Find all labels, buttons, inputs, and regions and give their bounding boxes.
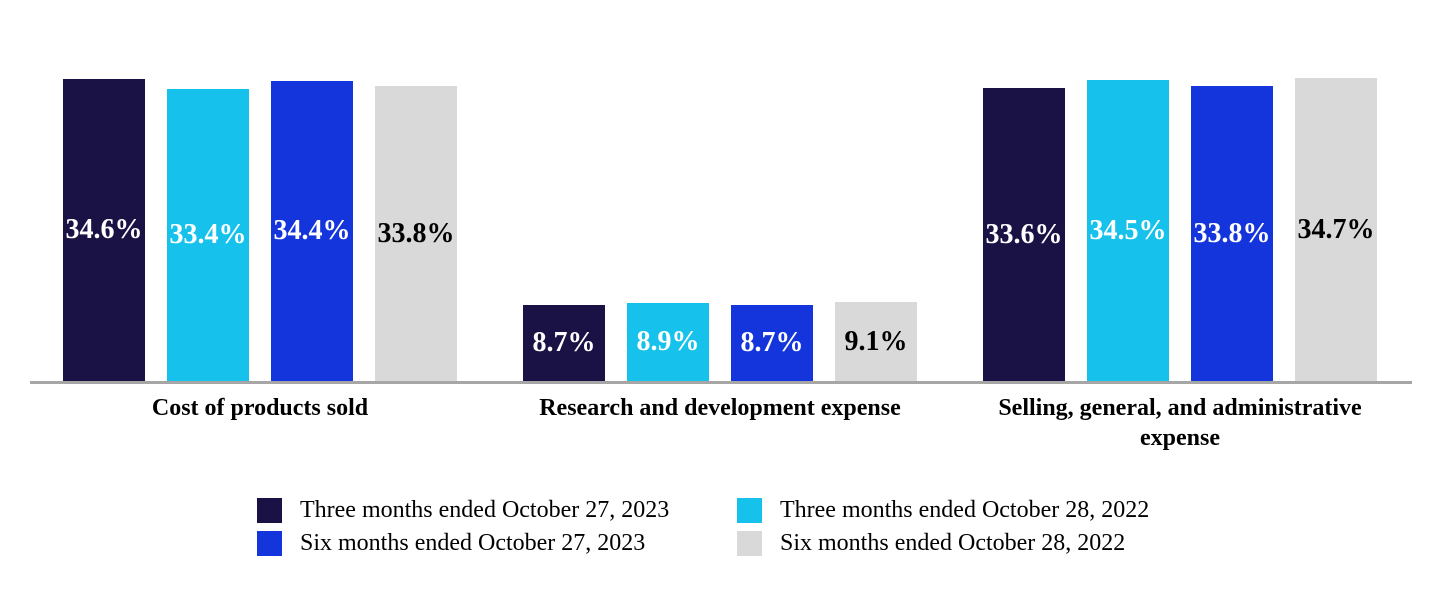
bar: 33.4% bbox=[167, 89, 249, 381]
bar-value-label: 9.1% bbox=[844, 325, 908, 357]
bar-group: 8.7% 8.9% 8.7% 9.1% bbox=[523, 0, 917, 381]
legend-label: Six months ended October 27, 2023 bbox=[300, 529, 646, 556]
bar: 34.5% bbox=[1087, 80, 1169, 381]
bar: 9.1% bbox=[835, 302, 917, 381]
bar-value-label: 8.9% bbox=[636, 326, 700, 357]
legend-label: Three months ended October 28, 2022 bbox=[780, 496, 1150, 523]
bar: 34.6% bbox=[63, 79, 145, 381]
bar: 33.6% bbox=[983, 88, 1065, 381]
bar: 34.4% bbox=[271, 81, 353, 381]
legend-swatch bbox=[737, 497, 762, 523]
bar: 8.7% bbox=[731, 305, 813, 381]
category-label: Cost of products sold bbox=[151, 395, 369, 421]
legend: Three months ended October 27, 2023 Three… bbox=[257, 496, 1149, 557]
bar-value-label: 8.7% bbox=[532, 327, 596, 358]
category-label: Research and development expense bbox=[539, 395, 901, 421]
bar: 8.7% bbox=[523, 305, 605, 381]
bar-value-label: 34.6% bbox=[65, 214, 143, 245]
legend-item: Six months ended October 27, 2023 bbox=[257, 529, 737, 557]
bar-value-label: 34.5% bbox=[1089, 214, 1167, 246]
x-axis-line bbox=[30, 381, 1412, 384]
bar: 34.7% bbox=[1295, 78, 1377, 381]
bar-value-label: 33.8% bbox=[1193, 217, 1271, 249]
bar-value-label: 33.6% bbox=[985, 218, 1063, 250]
legend-item: Three months ended October 28, 2022 bbox=[737, 496, 1149, 524]
bar-group: 33.6% 34.5% 33.8% 34.7% bbox=[983, 0, 1377, 381]
bar-value-label: 33.4% bbox=[169, 219, 247, 250]
bar-value-label: 34.7% bbox=[1297, 213, 1375, 245]
legend-label: Three months ended October 27, 2023 bbox=[300, 496, 670, 523]
bar: 8.9% bbox=[627, 303, 709, 381]
bar-value-label: 33.8% bbox=[377, 217, 455, 249]
category-label: Selling, general, and administrative exp… bbox=[998, 395, 1362, 451]
legend-item: Three months ended October 27, 2023 bbox=[257, 496, 737, 524]
legend-label: Six months ended October 28, 2022 bbox=[780, 529, 1126, 556]
legend-swatch bbox=[257, 497, 282, 523]
bar-group: 34.6% 33.4% 34.4% 33.8% bbox=[63, 0, 457, 381]
legend-swatch bbox=[737, 530, 762, 556]
bar-value-label: 8.7% bbox=[740, 327, 804, 358]
bar-value-label: 34.4% bbox=[273, 215, 351, 246]
legend-swatch bbox=[257, 530, 282, 556]
bar: 33.8% bbox=[375, 86, 457, 381]
bar: 33.8% bbox=[1191, 86, 1273, 381]
legend-item: Six months ended October 28, 2022 bbox=[737, 529, 1149, 557]
